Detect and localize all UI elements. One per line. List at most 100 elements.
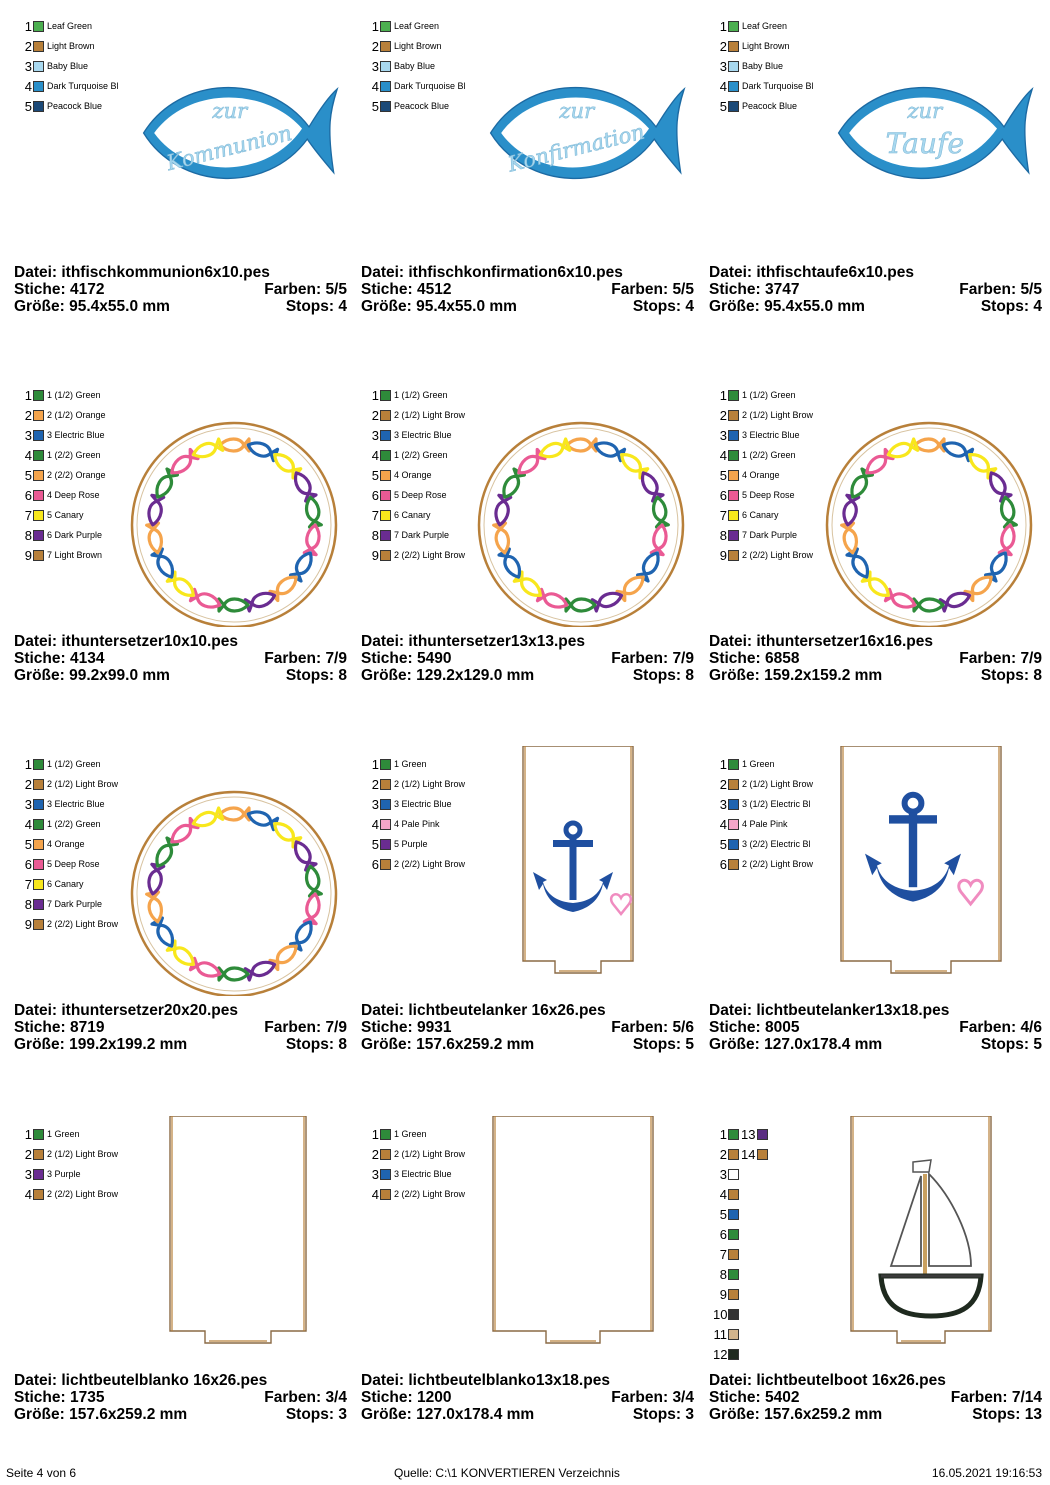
thread-color-row: 7 5 Canary (18, 505, 123, 525)
thread-number: 6 (719, 856, 727, 872)
fish-text-line1: zur (558, 98, 596, 123)
color-swatch (380, 1148, 391, 1160)
thread-color-row: 3 3 Electric Blue (18, 425, 123, 445)
thread-color-row: 2 2 (1/2) Light Brow (713, 405, 818, 425)
thread-number: 3 (371, 796, 379, 812)
thread-color-row: 6 4 Deep Rose (18, 485, 123, 505)
file-name: Datei: lichtbeutelanker13x18.pes (709, 1002, 950, 1019)
color-swatch (380, 838, 391, 850)
color-swatch (33, 778, 44, 790)
thread-name: 1 Green (47, 1129, 80, 1139)
thread-number: 7 (24, 876, 32, 892)
thread-number: 8 (24, 896, 32, 912)
thread-color-list: 1 Leaf Green 2 Light Brown 3 Baby Blue 4 Dark T… (713, 16, 818, 116)
thread-name: 3 Electric Blue (394, 1169, 452, 1179)
file-name: Datei: ithuntersetzer13x13.pes (361, 633, 585, 650)
thread-number: 8 (24, 527, 32, 543)
thread-color-row: 7 (713, 1244, 768, 1264)
thread-name: 3 Electric Blue (394, 799, 452, 809)
thread-name: Light Brown (394, 41, 442, 51)
design-card-fisch-taufe: 1 Leaf Green 2 Light Brown 3 Baby Blue 4 Dark T… (709, 0, 1049, 340)
color-swatch (33, 798, 44, 810)
color-swatch (33, 100, 44, 112)
color-swatch (33, 40, 44, 52)
design-card-untersetzer-10: 1 1 (1/2) Green 2 2 (1/2) Orange 3 3 Electric… (14, 369, 354, 709)
thread-name: 1 (1/2) Green (47, 390, 101, 400)
file-name: Datei: ithfischkonfirmation6x10.pes (361, 264, 623, 281)
design-info: Datei: lichtbeutelanker 16x26.pes Stiche:… (361, 1002, 694, 1053)
coaster-outline (825, 421, 1033, 627)
thread-color-row: 2 2 (1/2) Light Brow (713, 774, 818, 794)
thread-color-row: 5 Peacock Blue (18, 96, 123, 116)
thread-number: 1 (719, 756, 727, 772)
thread-name: 3 Purple (47, 1169, 81, 1179)
thread-name: Leaf Green (742, 21, 788, 31)
thread-number: 7 (371, 507, 379, 523)
color-count: Farben: 3/4 (264, 1389, 347, 1406)
thread-name: Peacock Blue (47, 101, 103, 111)
heart-icon (957, 878, 984, 907)
thread-number: 9 (371, 547, 379, 563)
color-swatch (728, 1268, 739, 1280)
stitch-count: Stiche: 1200 (361, 1389, 452, 1406)
thread-number: 5 (719, 1206, 727, 1222)
coaster-outline (477, 421, 685, 627)
thread-number: 7 (719, 1246, 727, 1262)
thread-color-row: 5 2 (2/2) Orange (18, 465, 123, 485)
thread-number: 6 (371, 487, 379, 503)
thread-color-list: 1 1 Green 2 2 (1/2) Light Brow 3 3 Purple 4 2 (… (18, 1124, 123, 1204)
thread-color-row: 2 Light Brown (18, 36, 123, 56)
color-swatch (728, 429, 739, 441)
thread-number: 1 (719, 18, 727, 34)
color-swatch (380, 798, 391, 810)
thread-number: 8 (719, 1266, 727, 1282)
stop-count: Stops: 5 (632, 1036, 694, 1053)
design-preview (522, 746, 634, 974)
thread-number: 6 (719, 487, 727, 503)
thread-name: 4 Orange (742, 470, 780, 480)
design-info: Datei: ithuntersetzer10x10.pes Stiche: 41… (14, 633, 347, 684)
bag-outline (169, 1116, 307, 1344)
stop-count: Stops: 8 (632, 667, 694, 684)
stop-count: Stops: 5 (980, 1036, 1042, 1053)
thread-color-row: 5 3 (2/2) Electric Bl (713, 834, 818, 854)
thread-name: 1 (1/2) Green (394, 390, 448, 400)
coaster-outline (130, 421, 338, 627)
color-swatch (33, 878, 44, 890)
fish-inner (501, 97, 649, 168)
thread-name: 3 Electric Blue (742, 430, 800, 440)
color-swatch (757, 1128, 769, 1140)
thread-color-list: 1 Leaf Green 2 Light Brown 3 Baby Blue 4 Dark T… (365, 16, 470, 116)
thread-color-row: 3 3 Electric Blue (365, 1164, 470, 1184)
color-count: Farben: 7/9 (264, 1019, 347, 1036)
design-preview (492, 1116, 654, 1344)
file-name: Datei: ithuntersetzer10x10.pes (14, 633, 238, 650)
file-name: Datei: ithuntersetzer16x16.pes (709, 633, 933, 650)
thread-color-row: 5 4 Orange (713, 465, 818, 485)
thread-color-row: 4 2 (2/2) Light Brow (18, 1184, 123, 1204)
thread-number: 3 (371, 1166, 379, 1182)
color-swatch (33, 80, 44, 92)
thread-name: 2 (1/2) Light Brow (47, 779, 119, 789)
thread-color-row: 6 2 (2/2) Light Brow (713, 854, 818, 874)
thread-name: 2 (2/2) Light Brow (394, 550, 466, 560)
thread-name: 1 (2/2) Green (394, 450, 448, 460)
thread-name: 5 Canary (47, 510, 84, 520)
thread-color-row: 5 (713, 1204, 768, 1224)
color-swatch (380, 529, 391, 541)
thread-number: 2 (371, 776, 379, 792)
color-swatch (33, 758, 44, 770)
color-swatch (728, 1288, 739, 1300)
color-swatch (380, 80, 391, 92)
thread-color-row: 3 3 (1/2) Electric Bl (713, 794, 818, 814)
thread-name: 2 (1/2) Light Brow (394, 779, 466, 789)
color-swatch (380, 549, 391, 561)
color-count: Farben: 7/14 (950, 1389, 1042, 1406)
file-name: Datei: lichtbeutelblanko 16x26.pes (14, 1372, 268, 1389)
color-swatch (728, 529, 739, 541)
design-size: Größe: 199.2x199.2 mm (14, 1036, 188, 1053)
thread-number: 4 (24, 816, 32, 832)
thread-number: 3 (24, 58, 32, 74)
thread-number: 2 (24, 407, 32, 423)
